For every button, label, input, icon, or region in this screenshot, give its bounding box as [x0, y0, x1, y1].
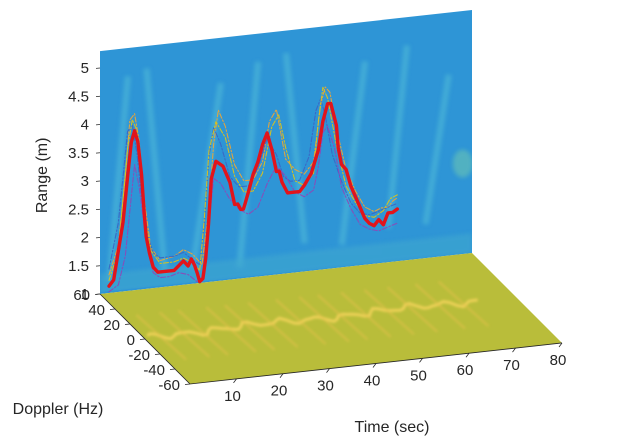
range-tick-label: 4.5 — [68, 88, 89, 105]
doppler-tick-mark — [185, 384, 190, 385]
range-tick-label: 3.5 — [68, 145, 89, 162]
time-tick-label: 50 — [410, 367, 427, 384]
doppler-tick-mark — [140, 339, 145, 340]
time-tick-label: 40 — [364, 372, 381, 389]
time-tick-label: 70 — [503, 357, 520, 374]
doppler-tick-mark — [95, 294, 100, 295]
range-tick-label: 4 — [81, 117, 89, 134]
doppler-tick-mark — [110, 309, 115, 310]
doppler-tick-mark — [155, 354, 160, 355]
time-tick-label: 30 — [317, 378, 334, 395]
doppler-tick-label: -60 — [158, 377, 180, 394]
doppler-axis-label: Doppler (Hz) — [13, 401, 104, 418]
time-tick-label: 60 — [457, 362, 474, 379]
time-tick-label: 80 — [550, 352, 567, 369]
time-axis-label: Time (sec) — [355, 419, 430, 436]
doppler-tick-mark — [125, 324, 130, 325]
doppler-tick-mark — [170, 369, 175, 370]
range-tick-label: 2.5 — [68, 201, 89, 218]
range-tick-label: 1.5 — [68, 258, 89, 275]
range-tick-label: 3 — [81, 173, 89, 190]
doppler-tick-label: 20 — [103, 317, 120, 334]
range-tick-label: 2 — [81, 230, 89, 247]
time-tick-label: 10 — [224, 388, 241, 405]
heatmap-hotspot — [453, 150, 473, 178]
range-axis-label: Range (m) — [34, 138, 51, 214]
time-tick-label: 20 — [271, 383, 288, 400]
range-tick-label: 5 — [81, 60, 89, 77]
